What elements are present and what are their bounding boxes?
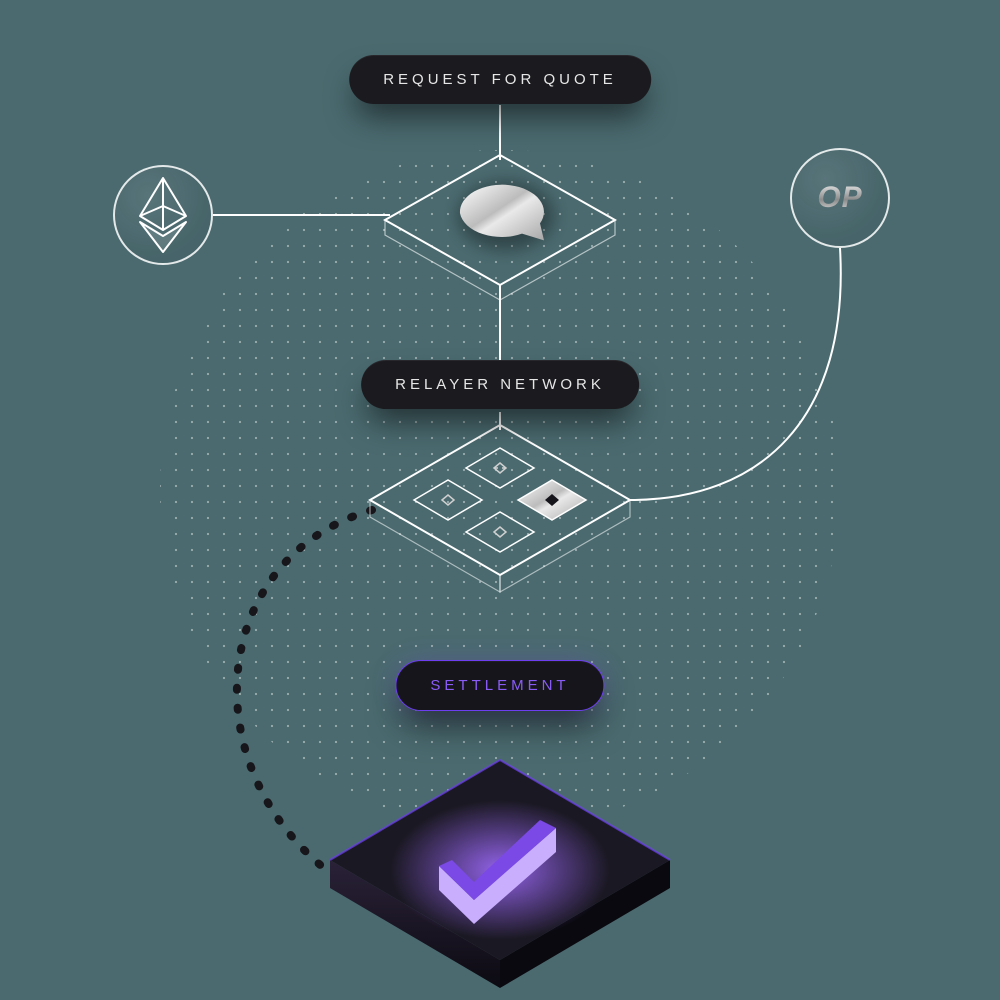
relayer-nodes-icon <box>414 448 586 552</box>
ethereum-badge <box>113 165 213 265</box>
op-icon-text: OP <box>817 181 862 215</box>
ethereum-icon <box>136 176 190 254</box>
settlement-pill: SETTLEMENT <box>395 660 604 711</box>
settlement-label: SETTLEMENT <box>430 677 569 694</box>
op-badge: OP <box>790 148 890 248</box>
rfq-label: REQUEST FOR QUOTE <box>383 71 617 88</box>
rfq-pill: REQUEST FOR QUOTE <box>349 55 651 104</box>
relayer-tile <box>370 425 630 592</box>
settlement-tile <box>330 760 670 988</box>
rfq-tile <box>385 155 615 300</box>
relayer-label: RELAYER NETWORK <box>395 376 605 393</box>
relayer-pill: RELAYER NETWORK <box>361 360 639 409</box>
diagram-stage: OP REQUEST FOR QUOTE RELAYER NETWORK SET… <box>0 0 1000 1000</box>
